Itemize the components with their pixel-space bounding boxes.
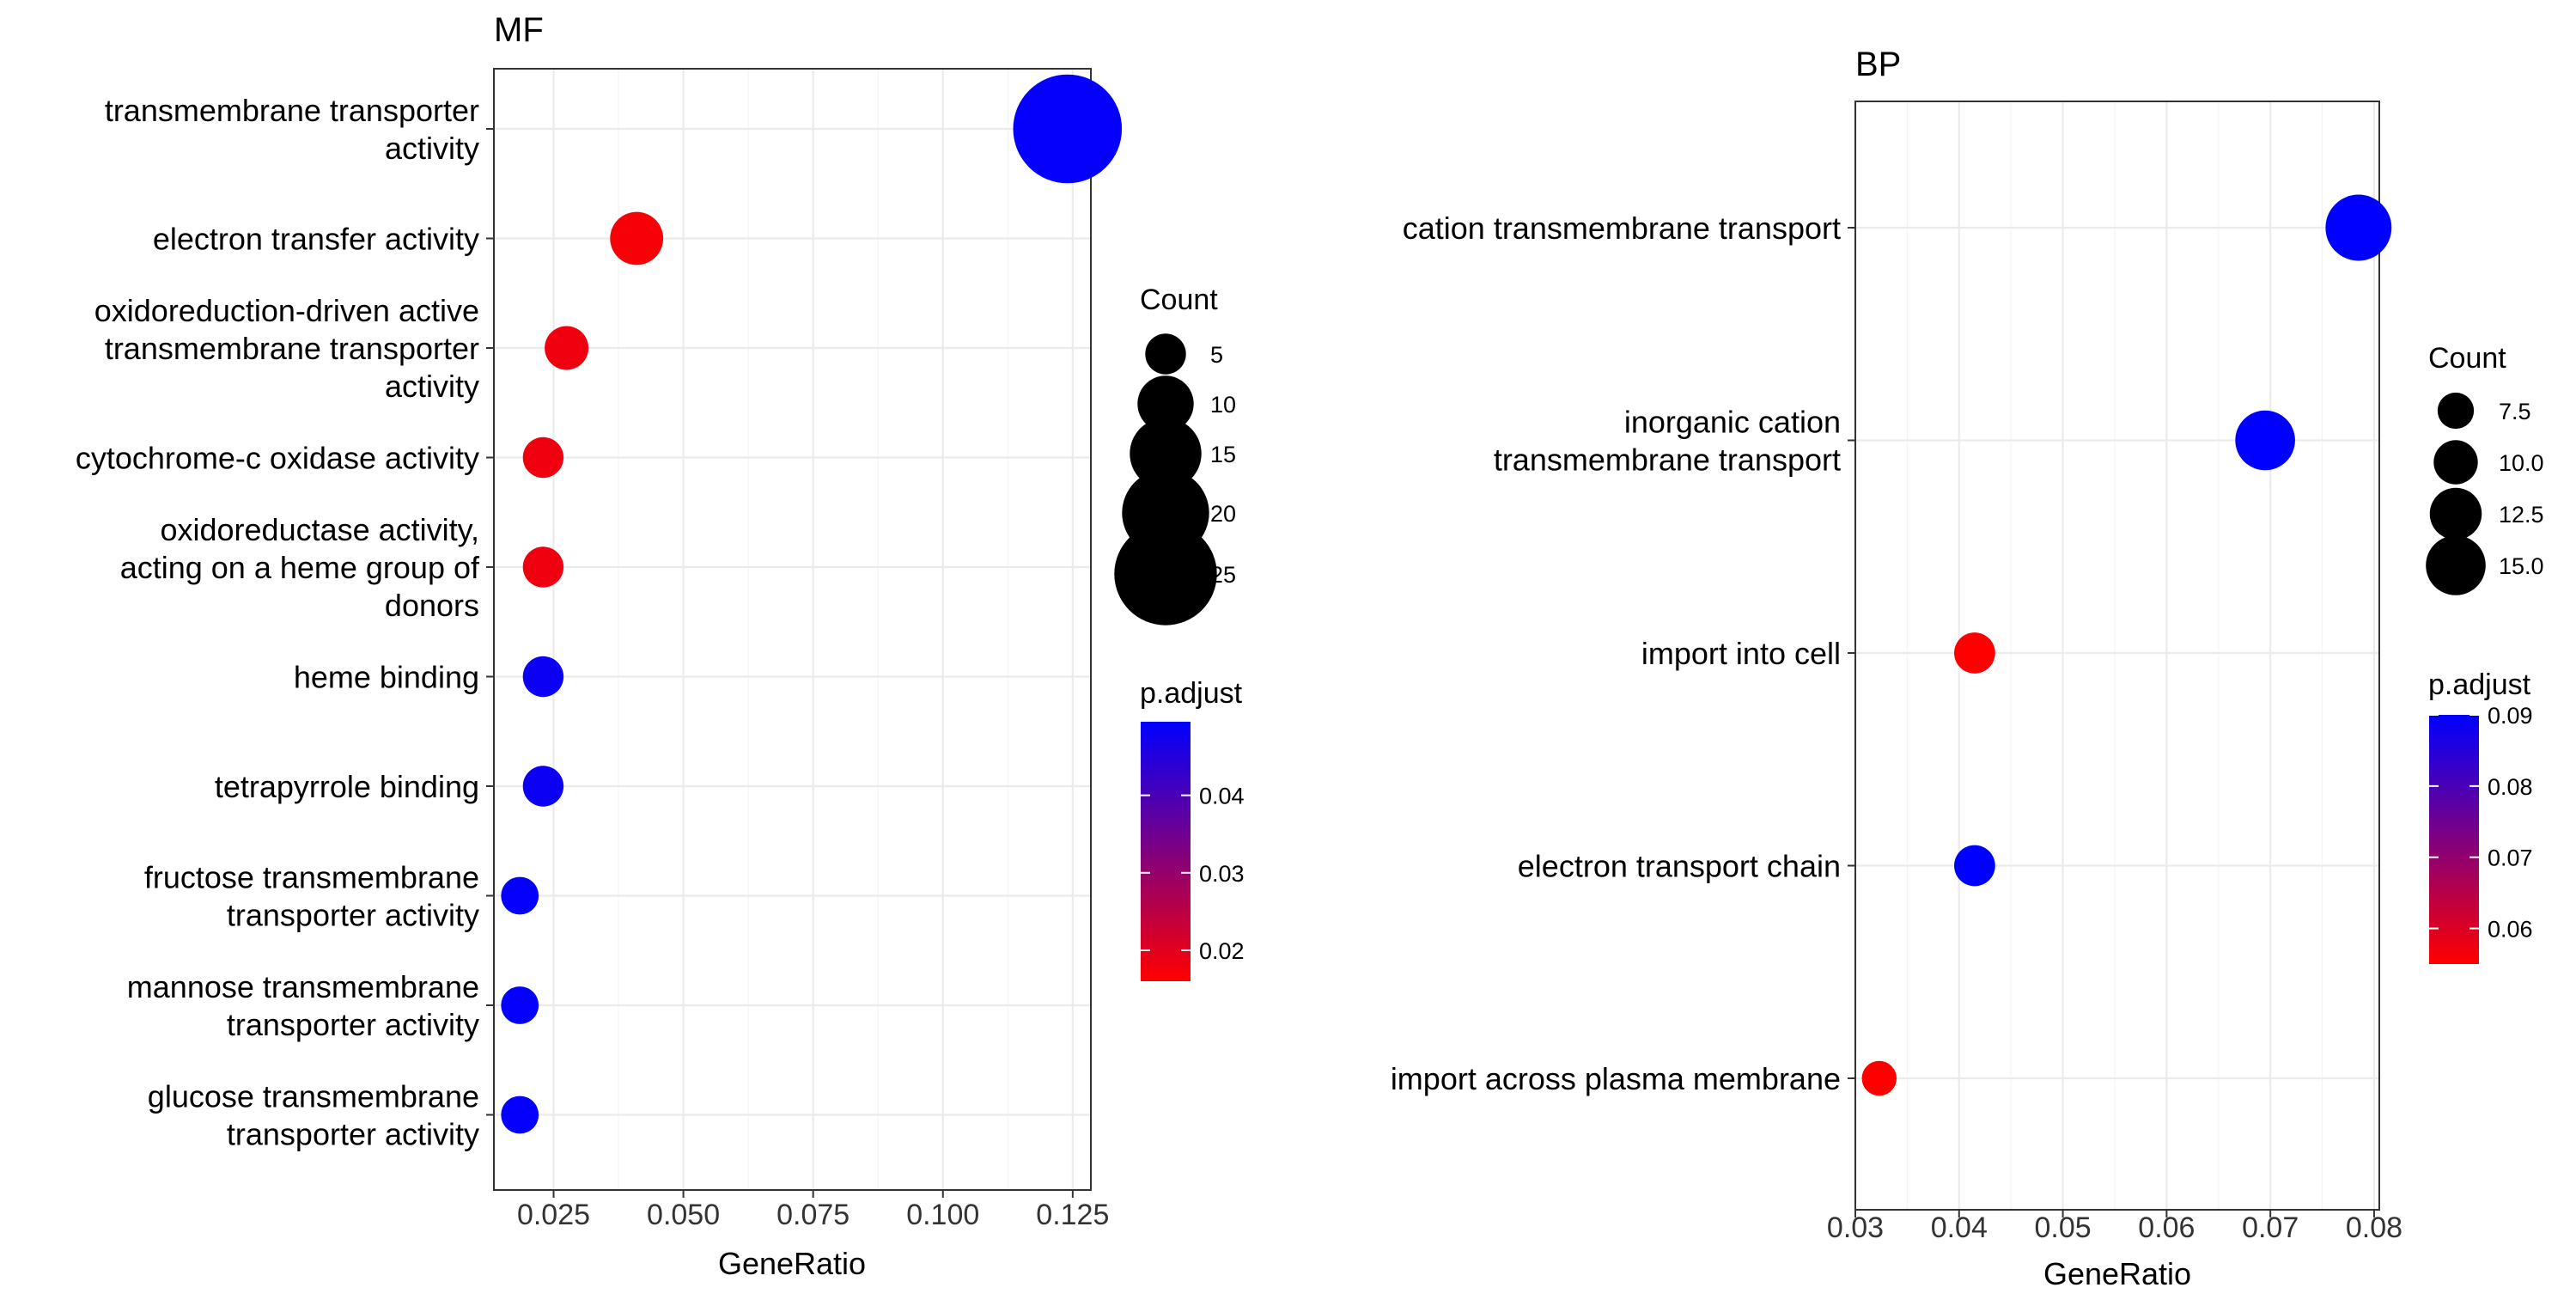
mf-colorbar-label: 0.02	[1199, 938, 1245, 964]
bp-size-legend-label: 15.0	[2499, 553, 2544, 579]
mf-category-label: tetrapyrrole binding	[215, 769, 479, 804]
mf-point	[610, 211, 664, 265]
bp-size-legend-label: 7.5	[2499, 399, 2531, 424]
mf-points	[501, 74, 1123, 1134]
mf-size-legend-label: 20	[1210, 501, 1236, 527]
bp-x-tick-label: 0.03	[1827, 1211, 1884, 1244]
bp-x-axis-title: GeneRatio	[2043, 1256, 2191, 1291]
mf-point	[522, 656, 564, 698]
mf-size-legend-key	[1137, 375, 1194, 432]
mf-size-legend-key	[1114, 522, 1217, 626]
mf-size-legend-label: 5	[1210, 342, 1223, 368]
bp-plot-border	[1854, 101, 2380, 1211]
bp-colorbar-label: 0.07	[2488, 845, 2533, 871]
bp-category-labels: cation transmembrane transport inorganic …	[1391, 211, 1855, 1096]
bp-size-legend-key	[2433, 440, 2478, 485]
bp-size-legend: Count 7.5 10.0 12.5 15.0	[2426, 342, 2544, 595]
mf-x-tick-label: 0.075	[776, 1199, 850, 1231]
mf-size-legend-label: 15	[1210, 442, 1236, 467]
mf-plot-border	[493, 68, 1092, 1191]
mf-category-label: cytochrome-c oxidase activity	[76, 441, 479, 476]
bp-size-legend-key	[2426, 535, 2486, 595]
mf-size-legend: Count 5 10 15 20 25	[1114, 284, 1236, 626]
bp-x-tick-label: 0.05	[2034, 1211, 2091, 1244]
bp-size-legend-key	[2429, 487, 2482, 540]
mf-category-label: glucose transmembrane transporter activit…	[148, 1079, 479, 1152]
bp-size-legend-label: 10.0	[2499, 450, 2544, 476]
mf-x-tick-label: 0.050	[647, 1199, 720, 1231]
bp-point	[1954, 845, 1995, 887]
bp-point	[2235, 410, 2295, 471]
mf-category-label: oxidoreductase activity, acting on a heme…	[120, 512, 480, 623]
mf-size-legend-label: 25	[1210, 562, 1236, 588]
mf-size-legend-title: Count	[1140, 284, 1218, 316]
mf-x-tick-label: 0.025	[517, 1199, 590, 1231]
mf-x-tick-label: 0.125	[1036, 1199, 1109, 1231]
bp-panel: BP cation transmembrane transport inorgan…	[1391, 46, 2544, 1291]
mf-point	[522, 766, 564, 807]
bp-chart-title: BP	[1855, 46, 1901, 83]
bp-category-label: import into cell	[1641, 636, 1841, 671]
bp-color-legend-title: p.adjust	[2428, 668, 2531, 701]
mf-point	[545, 326, 589, 370]
mf-size-legend-key	[1130, 418, 1202, 490]
bp-gridlines	[1854, 101, 2379, 1210]
bp-colorbar-label: 0.09	[2488, 703, 2533, 729]
mf-point	[522, 546, 564, 588]
bp-colorbar	[2429, 715, 2479, 964]
mf-category-label: heme binding	[294, 660, 479, 695]
mf-point	[522, 436, 564, 479]
bp-category-label: import across plasma membrane	[1391, 1061, 1841, 1096]
bp-point	[1861, 1060, 1897, 1096]
mf-category-label: oxidoreduction-driven active transmembran…	[94, 293, 479, 404]
mf-point	[501, 1095, 539, 1134]
mf-x-ticks: 0.025 0.050 0.075 0.100 0.125	[517, 1190, 1109, 1231]
bp-colorbar-label: 0.08	[2488, 774, 2533, 800]
mf-colorbar-label: 0.04	[1199, 784, 1245, 809]
mf-colorbar	[1141, 722, 1191, 981]
mf-chart-title: MF	[494, 11, 544, 49]
bp-category-label: inorganic cation transmembrane transport	[1494, 405, 1841, 478]
bp-size-legend-key	[2437, 392, 2475, 430]
mf-size-legend-key	[1145, 333, 1186, 375]
bp-x-tick-label: 0.07	[2242, 1211, 2299, 1244]
bp-category-label: electron transport chain	[1518, 849, 1841, 884]
bp-colorbar-label: 0.06	[2488, 917, 2533, 943]
mf-gridlines	[494, 69, 1091, 1190]
mf-category-label: fructose transmembrane transporter activi…	[144, 860, 479, 933]
bp-x-tick-label: 0.04	[1931, 1211, 1988, 1244]
bp-points	[1861, 194, 2392, 1096]
bp-point	[2325, 194, 2392, 261]
mf-point	[501, 986, 539, 1024]
bp-size-legend-label: 12.5	[2499, 502, 2544, 528]
mf-size-legend-label: 10	[1210, 392, 1236, 418]
mf-x-axis-title: GeneRatio	[718, 1246, 866, 1281]
mf-color-legend-title: p.adjust	[1140, 677, 1243, 710]
bp-size-legend-title: Count	[2428, 342, 2506, 375]
mf-color-legend: p.adjust 0.02 0.03 0.04	[1140, 677, 1245, 981]
mf-panel: MF transmembrane transporter activity elec…	[76, 11, 1245, 1281]
bp-x-tick-label: 0.06	[2138, 1211, 2195, 1244]
mf-category-label: mannose transmembrane transporter activit…	[127, 969, 479, 1042]
mf-category-labels: transmembrane transporter activity electro…	[76, 93, 494, 1152]
mf-colorbar-label: 0.03	[1199, 861, 1245, 887]
bp-category-label: cation transmembrane transport	[1403, 211, 1841, 246]
mf-point	[501, 876, 539, 915]
bp-x-tick-label: 0.08	[2346, 1211, 2402, 1244]
bp-x-ticks: 0.03 0.04 0.05 0.06 0.07 0.08	[1827, 1210, 2402, 1244]
mf-category-label: transmembrane transporter activity	[105, 93, 479, 166]
bp-point	[1954, 632, 1995, 674]
mf-x-tick-label: 0.100	[906, 1199, 979, 1231]
bp-color-legend: p.adjust 0.06 0.07 0.08 0.09	[2428, 668, 2533, 964]
mf-point	[1013, 74, 1123, 184]
mf-category-label: electron transfer activity	[153, 222, 479, 257]
